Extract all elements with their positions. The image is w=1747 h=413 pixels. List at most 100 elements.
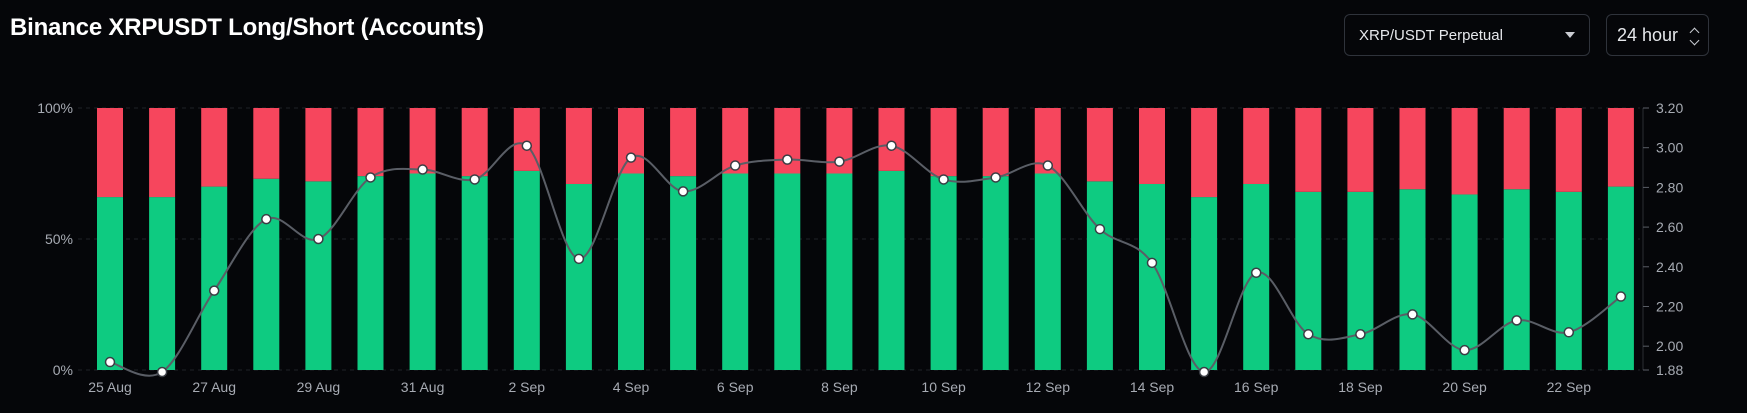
short-bar [357, 108, 384, 177]
ratio-point [990, 172, 1001, 183]
ratio-point [834, 156, 845, 167]
short-bar [1191, 108, 1218, 198]
long-bar [253, 178, 280, 370]
ratio-point [365, 172, 376, 183]
symbol-select[interactable]: XRP/USDT Perpetual [1344, 14, 1590, 56]
ratio-point [313, 233, 324, 245]
x-tick-label: 29 Aug [297, 379, 341, 395]
short-bar [409, 108, 436, 174]
short-bar [1139, 108, 1165, 184]
long-bar [1086, 181, 1113, 370]
ratio-point [1146, 257, 1158, 269]
long-bar [1347, 191, 1374, 370]
long-bar [149, 197, 176, 370]
short-bar [1086, 108, 1113, 182]
ratio-point [1511, 315, 1522, 326]
ratio-point [1459, 344, 1470, 356]
y-right-tick-label: 2.20 [1656, 298, 1683, 314]
y-right-tick-label: 2.60 [1656, 219, 1683, 235]
short-bar [1607, 108, 1634, 187]
short-bar [878, 108, 905, 171]
ratio-point [104, 356, 116, 368]
short-bar [1451, 108, 1478, 195]
x-tick-label: 8 Sep [821, 379, 858, 395]
long-bar [1607, 186, 1634, 370]
ratio-point [886, 140, 897, 151]
short-bar [1295, 108, 1322, 192]
ratio-point [573, 253, 585, 265]
short-bar [1503, 108, 1530, 190]
long-bar [357, 176, 384, 370]
long-bar [461, 176, 488, 370]
x-tick-label: 27 Aug [192, 379, 236, 395]
ratio-point [1042, 160, 1054, 171]
ratio-point [1250, 267, 1262, 278]
short-bar [97, 108, 123, 198]
ratio-point [677, 186, 689, 197]
ratio-point [521, 140, 533, 151]
long-bar [1555, 191, 1582, 370]
long-bar [722, 173, 749, 370]
long-bar [1191, 197, 1218, 370]
chevron-down-icon [1565, 32, 1575, 38]
short-bar [982, 108, 1009, 177]
long-bar [1034, 173, 1061, 370]
short-bar [1243, 108, 1270, 184]
long-bar [1451, 194, 1478, 370]
x-tick-label: 25 Aug [88, 379, 132, 395]
ratio-point [1563, 327, 1575, 338]
x-tick-label: 2 Sep [509, 379, 546, 395]
short-bar [930, 108, 957, 177]
short-bar [618, 108, 644, 174]
y-right-tick-label: 2.40 [1656, 259, 1683, 275]
y-right-tick-label: 3.20 [1656, 100, 1683, 116]
x-tick-label: 12 Sep [1026, 379, 1071, 395]
x-tick-label: 4 Sep [613, 379, 650, 395]
y-left-tick-label: 100% [37, 100, 73, 116]
chart-title: Binance XRPUSDT Long/Short (Accounts) [10, 14, 484, 41]
x-tick-label: 22 Sep [1547, 379, 1592, 395]
ratio-point [938, 174, 949, 185]
x-tick-label: 31 Aug [401, 379, 445, 395]
ratio-point [1198, 366, 1210, 378]
ratio-point [261, 213, 272, 225]
long-bar [201, 186, 228, 370]
long-bar [982, 176, 1009, 370]
ratio-point [782, 154, 793, 165]
long-bar [1139, 183, 1165, 370]
y-left-tick-label: 50% [45, 231, 73, 247]
ratio-point [469, 174, 480, 185]
long-bar [774, 173, 801, 370]
short-bar [1555, 108, 1582, 192]
ratio-point [1407, 309, 1418, 320]
y-right-tick-label: 3.00 [1656, 140, 1683, 156]
ratio-point [1615, 291, 1627, 302]
y-right-tick-label: 2.80 [1656, 179, 1683, 195]
ratio-point [729, 160, 741, 171]
interval-select[interactable]: 24 hour [1606, 14, 1709, 56]
long-bar [1295, 191, 1322, 370]
ratio-point [208, 285, 220, 296]
symbol-select-label: XRP/USDT Perpetual [1359, 26, 1503, 44]
y-right-tick-label: 2.00 [1656, 338, 1683, 354]
long-bar [826, 173, 853, 370]
long-bar [513, 170, 540, 370]
ratio-point [156, 366, 168, 378]
x-tick-label: 16 Sep [1234, 379, 1279, 395]
ratio-point [1355, 329, 1366, 340]
ratio-point [1303, 329, 1314, 340]
short-bar [149, 108, 176, 198]
long-bar [305, 181, 332, 370]
y-left-tick-label: 0% [53, 362, 73, 378]
y-right-tick-label: 1.88 [1656, 362, 1683, 378]
short-bar [565, 108, 592, 184]
short-bar [253, 108, 280, 179]
x-tick-label: 20 Sep [1442, 379, 1487, 395]
ratio-point [1094, 223, 1106, 235]
short-bar [305, 108, 332, 182]
x-tick-label: 18 Sep [1338, 379, 1383, 395]
short-bar [670, 108, 697, 177]
ratio-point [625, 152, 637, 163]
